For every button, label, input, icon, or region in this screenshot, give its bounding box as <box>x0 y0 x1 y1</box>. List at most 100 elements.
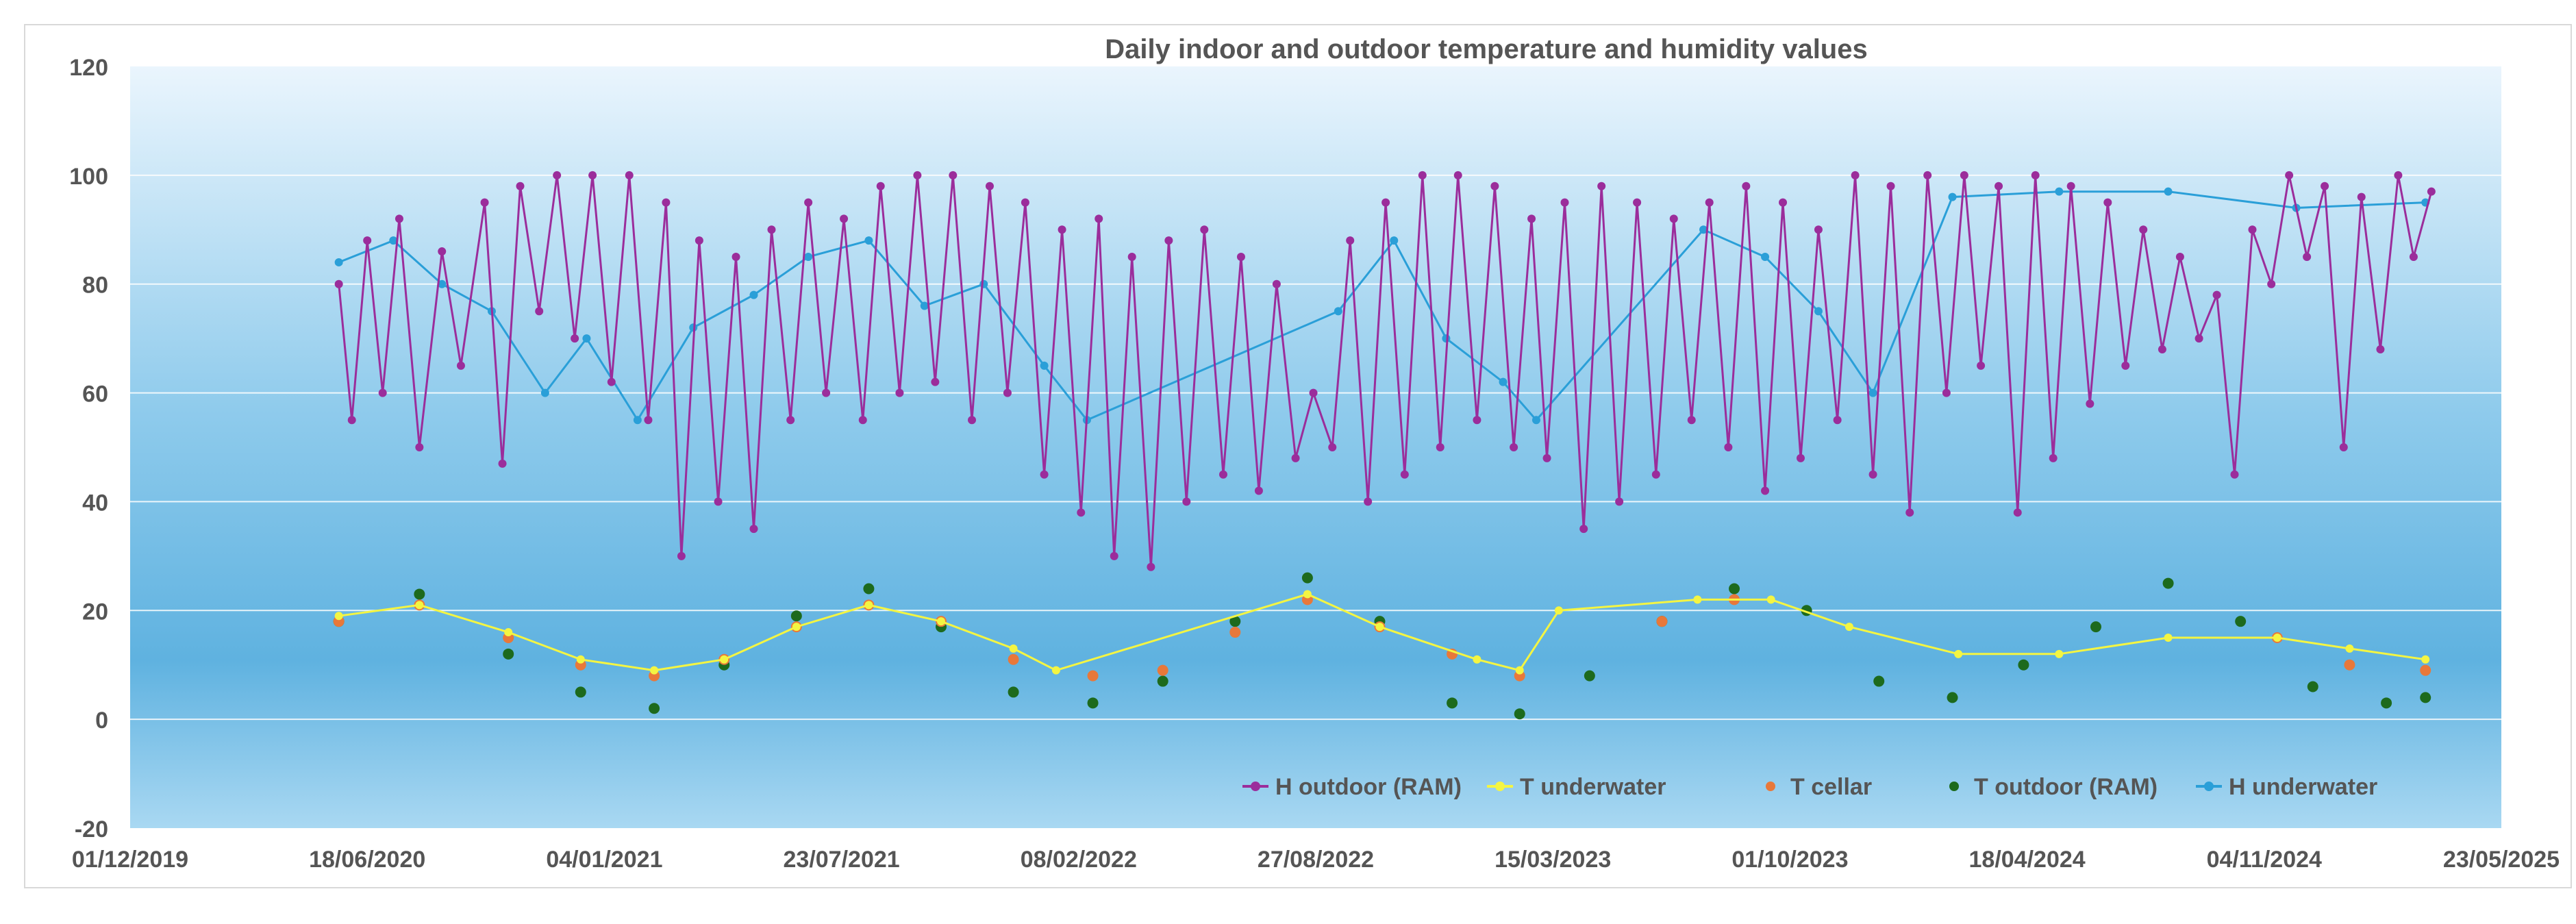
legend-entry: H underwater <box>2196 774 2377 800</box>
legend-entry: T cellar <box>1766 774 1872 800</box>
data-point <box>804 198 813 207</box>
data-point <box>895 388 904 397</box>
data-point <box>650 666 659 675</box>
data-point <box>1009 644 1018 653</box>
data-point <box>1364 497 1373 506</box>
data-point <box>1977 361 1986 370</box>
data-point <box>662 198 671 207</box>
x-tick-label: 23/05/2025 <box>2443 847 2560 873</box>
data-point <box>2139 225 2148 234</box>
data-point <box>1453 171 1462 179</box>
data-point <box>553 171 562 179</box>
data-point <box>1729 583 1740 595</box>
y-tick-label: 60 <box>82 382 108 408</box>
data-point <box>1693 595 1702 604</box>
data-point <box>1584 670 1595 682</box>
series-0 <box>334 171 2436 571</box>
data-point <box>389 236 398 245</box>
data-point <box>414 588 425 600</box>
data-point <box>415 601 424 610</box>
data-point <box>1656 616 1668 627</box>
data-point <box>1954 649 1963 658</box>
data-point <box>2273 634 2281 642</box>
data-point <box>2376 345 2385 354</box>
data-point <box>1334 307 1342 316</box>
x-tick-label: 04/01/2021 <box>546 847 662 873</box>
series-layer <box>333 171 2436 720</box>
data-point <box>2344 659 2355 671</box>
data-point <box>1699 225 1708 234</box>
data-point <box>1851 171 1860 179</box>
data-point <box>2212 290 2221 299</box>
data-point <box>334 258 343 266</box>
data-point <box>2230 470 2239 479</box>
data-point <box>1527 214 1536 223</box>
data-point <box>1301 572 1313 584</box>
data-point <box>749 525 758 534</box>
data-point <box>480 198 489 207</box>
data-point <box>2018 659 2029 671</box>
data-point <box>1542 453 1551 462</box>
y-tick-label: 40 <box>82 490 108 516</box>
x-tick-label: 08/02/2022 <box>1021 847 1137 873</box>
legend-label: H outdoor (RAM) <box>1275 774 1462 800</box>
data-point <box>438 247 447 256</box>
data-point <box>1499 377 1508 386</box>
data-point <box>1390 236 1399 245</box>
data-point <box>1473 416 1481 425</box>
data-point <box>1868 388 1877 397</box>
legend-entry: T underwater <box>1487 774 1666 800</box>
data-point <box>2285 171 2294 179</box>
data-point <box>644 416 653 425</box>
data-point <box>864 236 873 245</box>
data-point <box>571 334 579 343</box>
data-point <box>1236 253 1245 261</box>
data-point <box>1948 192 1957 201</box>
data-point <box>1779 198 1788 207</box>
data-point <box>968 416 977 425</box>
data-point <box>1845 623 1853 632</box>
data-point <box>540 388 549 397</box>
data-point <box>1923 171 1932 179</box>
data-point <box>840 214 849 223</box>
data-point <box>575 686 586 698</box>
data-point <box>1229 627 1241 638</box>
data-point <box>1515 666 1524 675</box>
data-point <box>1766 595 1775 604</box>
series-1 <box>334 590 2430 675</box>
x-tick-label: 04/11/2024 <box>2207 847 2322 873</box>
data-point <box>1510 443 1518 451</box>
data-point <box>1157 675 1168 687</box>
data-point <box>1051 666 1060 675</box>
data-point <box>2235 616 2247 627</box>
data-point <box>2162 577 2174 589</box>
data-point <box>1814 225 1823 234</box>
data-point <box>1095 214 1103 223</box>
data-point <box>2158 345 2166 354</box>
data-point <box>1531 416 1540 425</box>
data-point <box>979 279 988 288</box>
data-point <box>582 334 591 343</box>
data-point <box>720 655 729 664</box>
data-point <box>677 551 686 560</box>
legend-marker <box>1251 782 1260 791</box>
grid-layer <box>130 174 2501 721</box>
data-point <box>1447 697 1458 709</box>
y-tick-label: 80 <box>82 273 108 299</box>
data-point <box>786 416 795 425</box>
data-point <box>2090 621 2101 633</box>
x-axis: 01/12/2019 18/06/2020 04/01/2021 23/07/2021… <box>72 847 2560 873</box>
data-point <box>1182 497 1191 506</box>
data-point <box>864 601 873 610</box>
data-point <box>1560 198 1569 207</box>
data-point <box>456 361 465 370</box>
data-point <box>790 610 802 622</box>
data-point <box>395 214 403 223</box>
data-point <box>1021 198 1029 207</box>
data-point <box>2427 187 2436 196</box>
data-point <box>1087 670 1099 682</box>
data-point <box>625 171 634 179</box>
data-point <box>2267 279 2276 288</box>
data-point <box>1868 470 1877 479</box>
data-point <box>2339 443 2348 451</box>
